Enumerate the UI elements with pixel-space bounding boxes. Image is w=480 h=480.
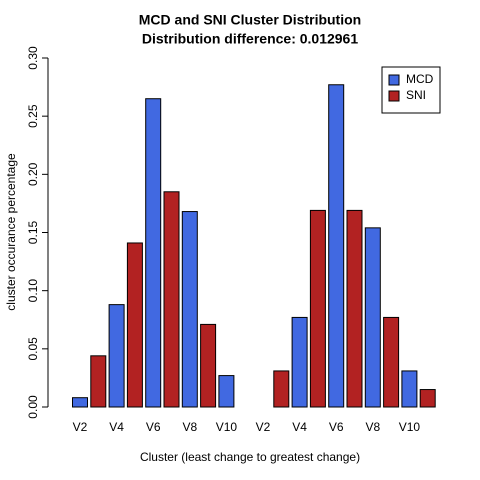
y-tick-label: 0.00 <box>26 395 40 419</box>
bar <box>364 227 381 408</box>
x-axis-label: Cluster (least change to greatest change… <box>140 450 360 464</box>
y-tick-label: 0.30 <box>26 46 40 70</box>
y-tick-label: 0.25 <box>26 104 40 128</box>
bar <box>200 323 217 408</box>
bar <box>328 84 345 408</box>
x-tick-label: V8 <box>182 420 197 434</box>
bar <box>383 316 400 408</box>
y-tick-label: 0.20 <box>26 162 40 186</box>
bar <box>309 209 326 408</box>
bar <box>291 316 308 408</box>
x-tick-label: V2 <box>256 420 271 434</box>
x-tick-label: V6 <box>146 420 161 434</box>
bar <box>401 370 418 408</box>
y-tick-label: 0.15 <box>26 220 40 244</box>
bar <box>346 209 363 408</box>
y-tick-label: 0.05 <box>26 337 40 361</box>
x-tick-label: V4 <box>109 420 124 434</box>
legend-swatch <box>388 74 400 86</box>
chart-title: MCD and SNI Cluster Distribution <box>139 12 361 28</box>
chart-subtitle: Distribution difference: 0.012961 <box>142 31 359 47</box>
legend-swatch <box>388 90 400 102</box>
bar <box>108 304 125 408</box>
bar <box>218 375 235 408</box>
y-axis-label: cluster occurance percentage <box>4 153 18 311</box>
x-tick-label: V2 <box>73 420 88 434</box>
bar <box>72 397 88 408</box>
x-tick-label: V6 <box>329 420 344 434</box>
bar <box>90 355 107 408</box>
x-tick-label: V8 <box>365 420 380 434</box>
bar <box>126 242 143 408</box>
x-tick-label: V4 <box>292 420 307 434</box>
bar <box>273 370 290 408</box>
bar <box>181 211 198 408</box>
bar <box>163 191 180 408</box>
legend-box <box>381 66 441 114</box>
legend-label: SNI <box>406 88 426 102</box>
x-tick-label: V10 <box>399 420 421 434</box>
bar <box>419 389 436 408</box>
y-tick-label: 0.10 <box>26 279 40 303</box>
x-tick-label: V10 <box>216 420 238 434</box>
bar <box>145 98 162 408</box>
legend-label: MCD <box>406 72 434 86</box>
